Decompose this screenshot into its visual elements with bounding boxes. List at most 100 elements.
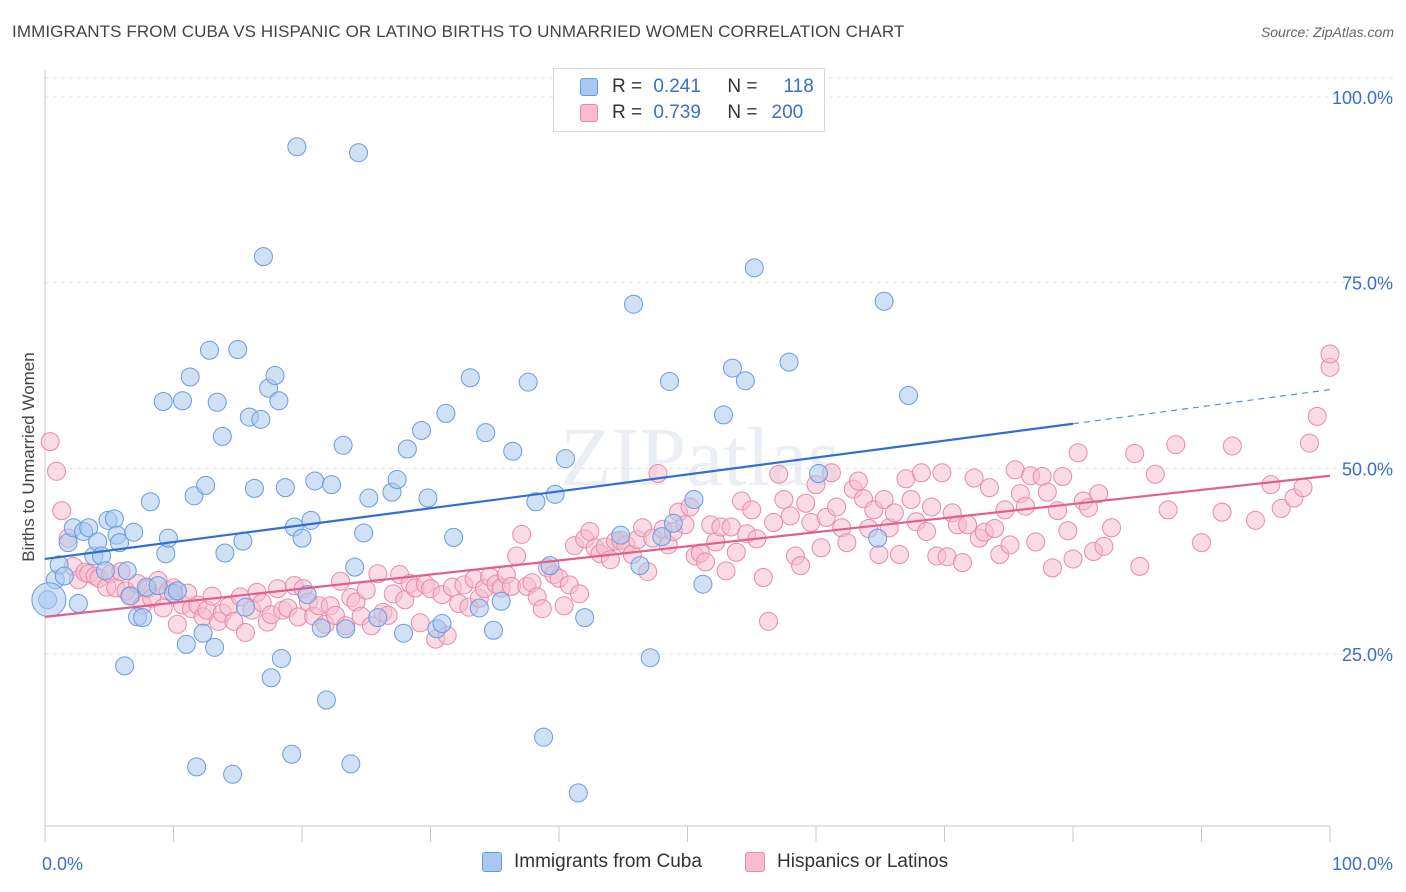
- hispanic-points: [40, 344, 1340, 649]
- data-point: [744, 258, 764, 278]
- data-point: [412, 420, 432, 440]
- data-point: [695, 552, 715, 572]
- data-point: [884, 503, 904, 523]
- data-point: [716, 561, 736, 581]
- data-point: [1037, 482, 1057, 502]
- data-point: [624, 294, 644, 314]
- data-point: [503, 441, 523, 461]
- data-point: [476, 423, 496, 443]
- data-point: [811, 538, 831, 558]
- data-point: [47, 461, 67, 481]
- axes: [44, 70, 1331, 842]
- x-tick-label: 0.0%: [42, 854, 83, 874]
- data-point: [333, 435, 353, 455]
- data-point: [518, 372, 538, 392]
- data-point: [444, 527, 464, 547]
- data-point: [1125, 443, 1145, 463]
- data-point: [359, 488, 379, 508]
- data-point: [235, 622, 255, 642]
- data-point: [869, 544, 889, 564]
- series-label-cuba: Immigrants from Cuba: [514, 851, 702, 872]
- data-point: [253, 247, 273, 267]
- y-tick-label: 75.0%: [1342, 274, 1393, 294]
- data-point: [54, 566, 74, 586]
- legend-swatch-cuba: [580, 78, 598, 96]
- tick-labels: 25.0% 50.0% 75.0% 100.0% 0.0% 100.0%: [42, 88, 1393, 874]
- data-point: [410, 613, 430, 633]
- data-point: [95, 561, 115, 581]
- y-tick-label: 100.0%: [1332, 88, 1393, 108]
- data-point: [187, 757, 207, 777]
- data-point: [356, 580, 376, 600]
- data-point: [1166, 435, 1186, 455]
- data-point: [545, 484, 565, 504]
- data-point: [1158, 500, 1178, 520]
- data-point: [1068, 443, 1088, 463]
- data-point: [269, 391, 289, 411]
- data-point: [110, 533, 130, 553]
- data-point: [322, 475, 342, 495]
- data-point: [251, 409, 271, 429]
- data-point: [368, 608, 388, 628]
- data-point: [1094, 536, 1114, 556]
- data-point: [911, 463, 931, 483]
- data-point: [540, 556, 560, 576]
- data-point: [769, 464, 789, 484]
- legend-n-label: N =: [727, 102, 758, 123]
- trend-lines: [44, 389, 1331, 618]
- data-point: [611, 525, 631, 545]
- data-point: [932, 463, 952, 483]
- data-point: [483, 620, 503, 640]
- data-point: [526, 492, 546, 512]
- data-point: [418, 488, 438, 508]
- legend-r-value: 0.241: [653, 76, 701, 97]
- data-point: [1000, 535, 1020, 555]
- legend-r-value: 0.739: [653, 102, 701, 123]
- data-point: [1293, 478, 1313, 498]
- data-point: [311, 618, 331, 638]
- data-point: [726, 542, 746, 562]
- data-point: [1063, 549, 1083, 569]
- data-point: [660, 371, 680, 391]
- data-point: [1222, 436, 1242, 456]
- data-point: [1261, 475, 1281, 495]
- series-legend-hispanic[interactable]: Hispanics or Latinos: [745, 851, 948, 873]
- data-point: [469, 598, 489, 618]
- data-point: [235, 597, 255, 617]
- data-point: [261, 668, 281, 688]
- y-tick-label: 25.0%: [1342, 645, 1393, 665]
- data-point: [40, 432, 60, 452]
- legend-swatch-hispanic: [580, 104, 598, 122]
- data-point: [917, 521, 937, 541]
- data-point: [224, 611, 244, 631]
- data-point: [394, 623, 414, 643]
- data-point: [292, 528, 312, 548]
- data-point: [205, 637, 225, 657]
- data-point: [148, 576, 168, 596]
- data-point: [534, 727, 554, 747]
- data-point: [104, 509, 124, 529]
- series-legend-cuba[interactable]: Immigrants from Cuba: [482, 851, 702, 873]
- legend-n-label: N =: [727, 76, 758, 97]
- data-point: [397, 439, 417, 459]
- data-point: [1271, 498, 1291, 518]
- data-point: [354, 523, 374, 543]
- data-point: [287, 137, 307, 157]
- data-point: [193, 623, 213, 643]
- data-point: [890, 544, 910, 564]
- data-point: [124, 522, 144, 542]
- legend-row-cuba: R = 0.241 N = 118: [580, 74, 814, 100]
- data-point: [1053, 467, 1073, 487]
- data-point: [764, 513, 784, 533]
- data-point: [31, 582, 67, 618]
- data-point: [580, 521, 600, 541]
- data-point: [837, 533, 857, 553]
- data-point: [140, 492, 160, 512]
- data-point: [282, 744, 302, 764]
- series-legend: Immigrants from Cuba Hispanics or Latino…: [0, 851, 1406, 879]
- data-point: [809, 464, 829, 484]
- data-point: [722, 358, 742, 378]
- data-point: [554, 596, 574, 616]
- legend: R = 0.241 N = 118 R = 0.739 N = 200: [553, 68, 825, 132]
- legend-row-hispanic: R = 0.739 N = 200: [580, 100, 803, 126]
